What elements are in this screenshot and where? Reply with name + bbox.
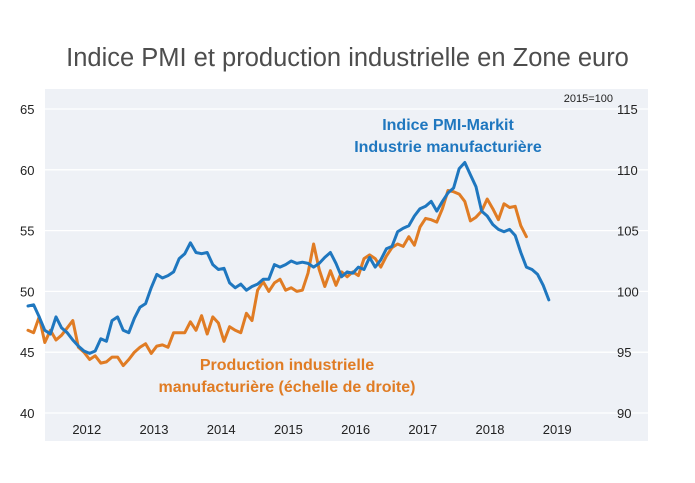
chart-title: Indice PMI et production industrielle en… (66, 44, 629, 72)
right-tick-label: 105 (617, 224, 639, 239)
series-lines (26, 161, 551, 368)
x-tick-label: 2014 (207, 422, 236, 437)
right-tick-label: 100 (617, 284, 639, 299)
grid-lines (45, 108, 648, 414)
left-tick-label: 40 (20, 406, 34, 421)
left-tick-label: 60 (20, 163, 34, 178)
x-tick-label: 2019 (543, 422, 572, 437)
left-tick-label: 55 (20, 224, 34, 239)
x-tick-label: 2012 (72, 422, 101, 437)
x-axis-ticks: 2012 2013 2014 2015 2016 2017 2018 2019 (72, 422, 571, 437)
production-annotation-line-2: manufacturière (échelle de droite) (159, 379, 416, 396)
pmi-series-line (26, 161, 551, 355)
production-annotation-line-1: Production industrielle (200, 357, 374, 374)
right-tick-label: 90 (617, 406, 631, 421)
right-tick-label: 115 (617, 102, 638, 117)
x-tick-label: 2017 (408, 422, 437, 437)
x-tick-label: 2013 (140, 422, 169, 437)
left-tick-label: 45 (20, 345, 34, 360)
x-tick-label: 2015 (274, 422, 303, 437)
pmi-annotation-line-1: Indice PMI-Markit (382, 117, 514, 134)
right-axis-ticks: 115 110 105 100 95 90 (617, 102, 639, 421)
x-tick-label: 2018 (476, 422, 505, 437)
right-axis-note: 2015=100 (564, 93, 613, 105)
left-tick-label: 50 (20, 284, 34, 299)
right-tick-label: 110 (617, 163, 638, 178)
plot-background (45, 89, 648, 441)
left-tick-label: 65 (20, 102, 34, 117)
pmi-annotation-line-2: Industrie manufacturière (354, 139, 542, 156)
left-axis-ticks: 65 60 55 50 45 40 (20, 102, 34, 421)
right-tick-label: 95 (617, 345, 631, 360)
production-series-line (26, 189, 528, 368)
x-tick-label: 2016 (341, 422, 370, 437)
